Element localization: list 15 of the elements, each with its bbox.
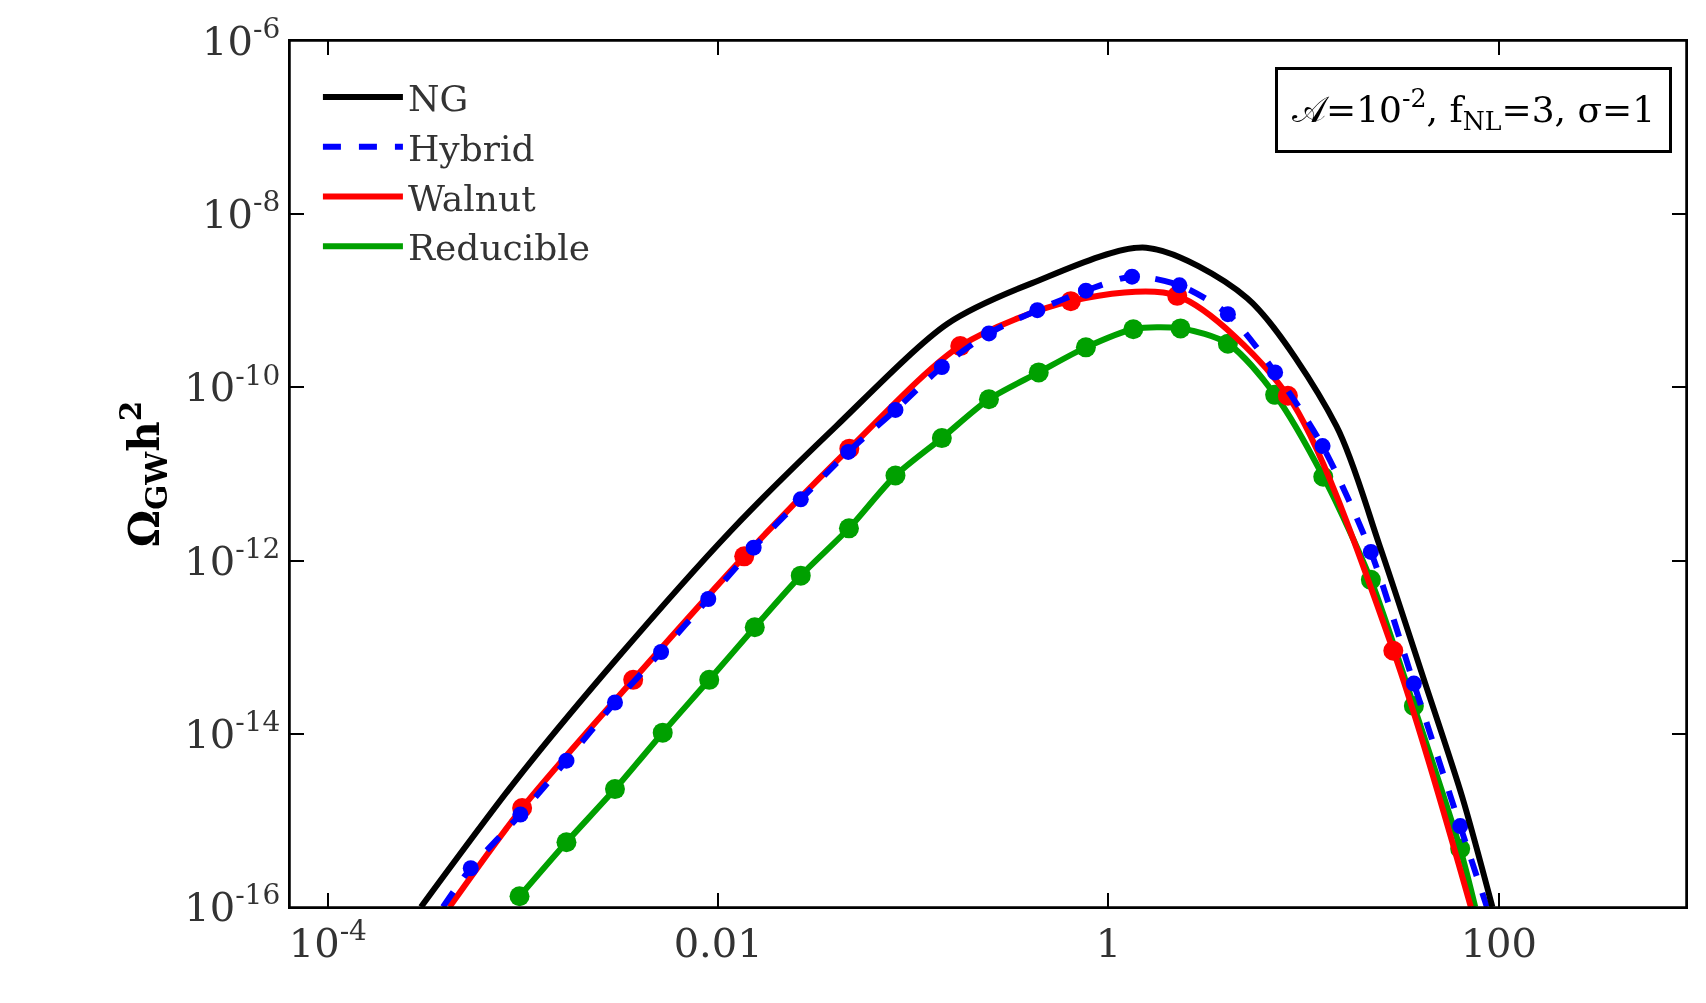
y-tick-label: 10$^{-6}$: [202, 12, 281, 64]
legend-label: Walnut: [407, 177, 537, 219]
legend-label: Reducible: [407, 227, 591, 269]
y-tick-label: 10$^{-10}$: [184, 358, 281, 411]
annotation: 𝒜=10$^{-2}$, f$_{NL}$=3, σ=1: [1292, 84, 1656, 136]
x-tick-label: 0.01: [673, 919, 763, 966]
legend-label: NG: [407, 77, 469, 119]
y-tick-label: 10$^{-12}$: [184, 531, 281, 584]
x-tick-label: 10$^{-4}$: [288, 913, 367, 966]
x-tick-label: 1: [1095, 919, 1122, 966]
y-tick-label: 10$^{-8}$: [202, 185, 281, 238]
legend-label: Hybrid: [407, 127, 535, 169]
y-tick-label: 10$^{-16}$: [184, 878, 281, 930]
x-tick-label: 100: [1460, 919, 1538, 966]
y-tick-label: 10$^{-14}$: [184, 705, 281, 757]
